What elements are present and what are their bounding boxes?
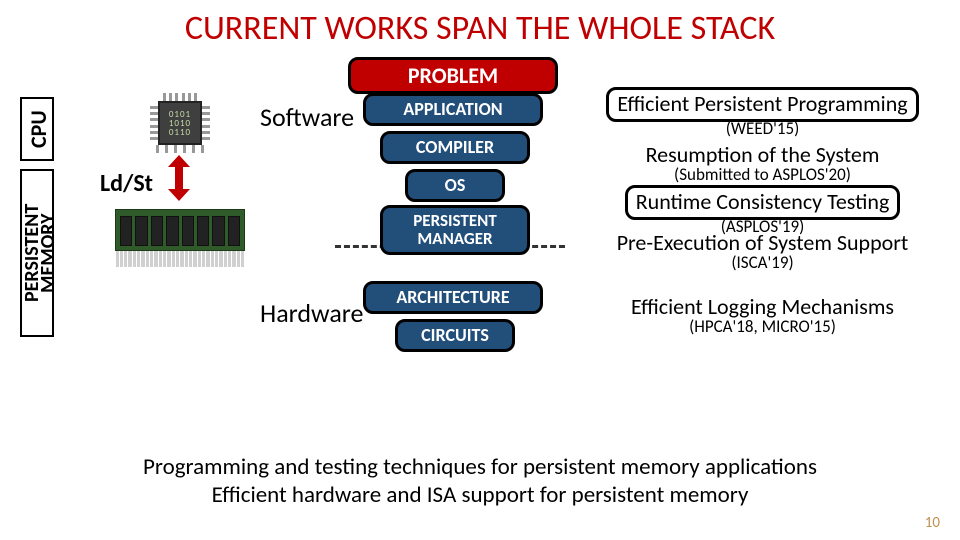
cpu-label: CPU (20, 97, 54, 161)
persistent-memory-label: PERSISTENT MEMORY (20, 169, 54, 337)
contribution-5-venue: (HPCA'18, MICRO'15) (570, 316, 955, 337)
contribution-4: Pre-Execution of System Support (ISCA'19… (570, 229, 955, 273)
summary-line-1: Programming and testing techniques for p… (0, 453, 960, 482)
stack-compiler: COMPILER (380, 131, 530, 164)
summary-line-2: Efficient hardware and ISA support for p… (0, 481, 960, 510)
stack-circuits: CIRCUITS (395, 319, 515, 352)
load-store-arrow-icon (168, 155, 190, 201)
stack-persistent-manager: PERSISTENT MANAGER (380, 205, 530, 255)
chip-binary-text: 0101 1010 0110 (158, 101, 202, 145)
contribution-1-title: Efficient Persistent Programming (606, 87, 918, 122)
diagram-area: CPU PERSISTENT MEMORY 0101 1010 0110 Ld/… (0, 49, 960, 429)
summary-text: Programming and testing techniques for p… (0, 453, 960, 511)
contribution-3-title: Runtime Consistency Testing (625, 185, 901, 220)
contribution-1: Efficient Persistent Programming (WEED'1… (570, 87, 955, 139)
cpu-chip-icon: 0101 1010 0110 (150, 93, 210, 153)
contribution-2-venue: (Submitted to ASPLOS'20) (570, 164, 955, 185)
stack-problem: PROBLEM (348, 57, 558, 94)
software-section-label: Software (260, 101, 354, 133)
stack-architecture: ARCHITECTURE (363, 281, 543, 314)
load-store-label: Ld/St (100, 169, 153, 198)
slide-title: CURRENT WORKS SPAN THE WHOLE STACK (0, 0, 960, 49)
contribution-2: Resumption of the System (Submitted to A… (570, 141, 955, 185)
hardware-section-label: Hardware (260, 297, 363, 329)
ram-module-icon (115, 209, 245, 267)
page-number: 10 (925, 514, 940, 532)
stack-application: APPLICATION (363, 93, 543, 126)
contribution-5: Efficient Logging Mechanisms (HPCA'18, M… (570, 293, 955, 337)
stack-os: OS (405, 169, 505, 202)
